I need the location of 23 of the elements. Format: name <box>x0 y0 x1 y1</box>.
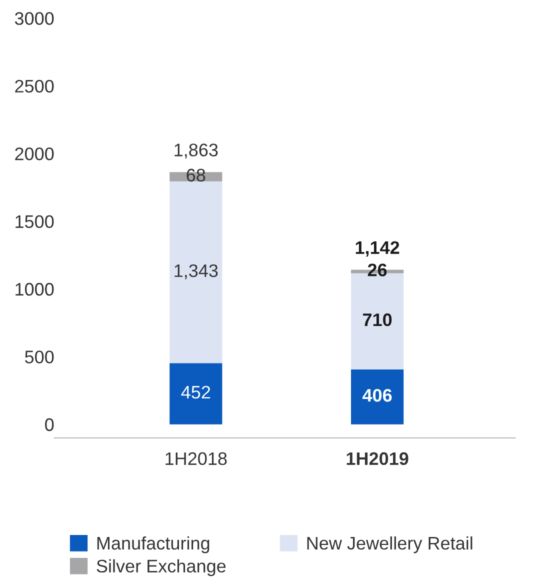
y-tick-label: 2000 <box>15 148 54 160</box>
data-label: 710 <box>363 313 392 326</box>
y-tick-label: 3000 <box>14 12 54 25</box>
bar <box>170 181 222 364</box>
bar <box>170 363 222 424</box>
y-tick-label: 1500 <box>16 215 54 228</box>
total-label: 1,863 <box>174 144 218 159</box>
y-tick-label: 500 <box>25 350 54 364</box>
legend-label: Silver Exchange <box>96 559 226 576</box>
x-tick-label: 1H2018 <box>166 452 227 466</box>
y-tick-label: 0 <box>45 418 54 432</box>
total-label: 1,142 <box>356 241 400 257</box>
y-tick-label: 1000 <box>16 282 54 296</box>
y-tick-label: 2500 <box>15 80 54 93</box>
legend-label: New Jewellery Retail <box>307 536 472 554</box>
x-tick-label: 1H2019 <box>346 452 408 466</box>
data-label: 26 <box>368 264 387 276</box>
data-label: 68 <box>186 168 206 182</box>
bar <box>350 369 404 424</box>
data-label: 406 <box>362 388 392 402</box>
legend-label: Manufacturing <box>97 536 210 554</box>
data-label: 1,343 <box>174 264 218 280</box>
data-label: 452 <box>181 386 210 399</box>
